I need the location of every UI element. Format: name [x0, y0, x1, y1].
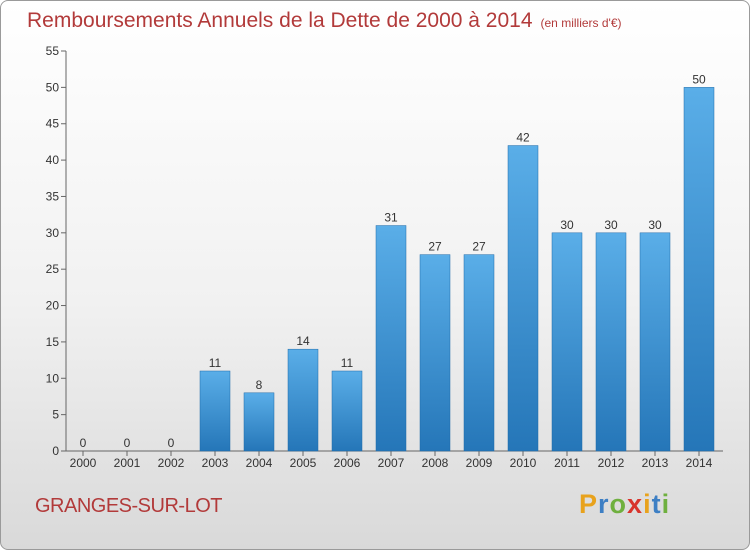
data-label: 27 — [472, 240, 486, 254]
x-tick-label: 2009 — [466, 456, 493, 470]
logo-letter: x — [627, 489, 644, 519]
y-tick-label: 15 — [46, 335, 60, 349]
logo-letter: t — [651, 489, 662, 519]
x-tick-label: 2001 — [114, 456, 141, 470]
x-tick-label: 2003 — [202, 456, 229, 470]
bar — [375, 225, 407, 452]
bar — [331, 370, 363, 452]
logo-letter: P — [579, 489, 599, 519]
x-tick-label: 2004 — [246, 456, 273, 470]
y-tick-label: 0 — [52, 444, 59, 458]
x-tick-label: 2006 — [334, 456, 361, 470]
data-label: 30 — [648, 218, 662, 232]
y-tick-label: 25 — [46, 262, 60, 276]
bar — [551, 232, 583, 452]
data-label: 0 — [124, 436, 131, 450]
x-tick-label: 2011 — [554, 456, 580, 470]
logo-letter: i — [643, 489, 652, 519]
x-tick-label: 2000 — [70, 456, 97, 470]
bar — [199, 370, 231, 452]
x-tick-label: 2002 — [158, 456, 185, 470]
logo-letter: i — [661, 489, 671, 519]
data-label: 14 — [296, 334, 310, 348]
y-tick-label: 35 — [46, 189, 60, 203]
data-label: 0 — [80, 436, 87, 450]
y-tick-label: 30 — [46, 226, 60, 240]
data-label: 11 — [341, 356, 354, 370]
logo-letter: r — [598, 489, 610, 519]
commune-name: GRANGES-SUR-LOT — [35, 495, 222, 517]
data-label: 30 — [560, 218, 574, 232]
chart-title-text: Remboursements Annuels de la Dette de 20… — [27, 9, 533, 32]
y-tick-label: 40 — [46, 153, 60, 167]
x-tick-label: 2014 — [686, 456, 713, 470]
bar — [639, 232, 671, 452]
data-label: 42 — [516, 131, 530, 145]
bar — [595, 232, 627, 452]
chart-subtitle: (en milliers d'€) — [540, 16, 622, 30]
y-tick-label: 55 — [46, 44, 60, 58]
y-tick-label: 10 — [46, 371, 60, 385]
x-tick-label: 2012 — [598, 456, 625, 470]
data-label: 0 — [168, 436, 175, 450]
data-label: 50 — [692, 72, 706, 86]
bar — [683, 87, 715, 452]
x-tick-label: 2010 — [510, 456, 537, 470]
x-tick-label: 2008 — [422, 456, 449, 470]
logo-letter: o — [609, 489, 628, 519]
bar — [287, 348, 319, 452]
chart-title: Remboursements Annuels de la Dette de 20… — [27, 9, 622, 33]
x-tick-label: 2013 — [642, 456, 669, 470]
proxiti-logo: Proxiti — [579, 489, 670, 520]
bar — [243, 392, 275, 452]
data-label: 31 — [384, 211, 398, 225]
data-label: 27 — [428, 240, 442, 254]
data-label: 11 — [209, 356, 222, 370]
data-label: 8 — [256, 378, 263, 392]
bar — [419, 254, 451, 452]
data-label: 30 — [604, 218, 618, 232]
x-tick-label: 2005 — [290, 456, 317, 470]
y-tick-label: 45 — [46, 117, 60, 131]
bar — [463, 254, 495, 452]
bar — [507, 145, 539, 452]
x-tick-label: 2007 — [378, 456, 405, 470]
y-tick-label: 5 — [52, 408, 59, 422]
y-tick-label: 50 — [46, 80, 60, 94]
y-tick-label: 20 — [46, 299, 60, 313]
